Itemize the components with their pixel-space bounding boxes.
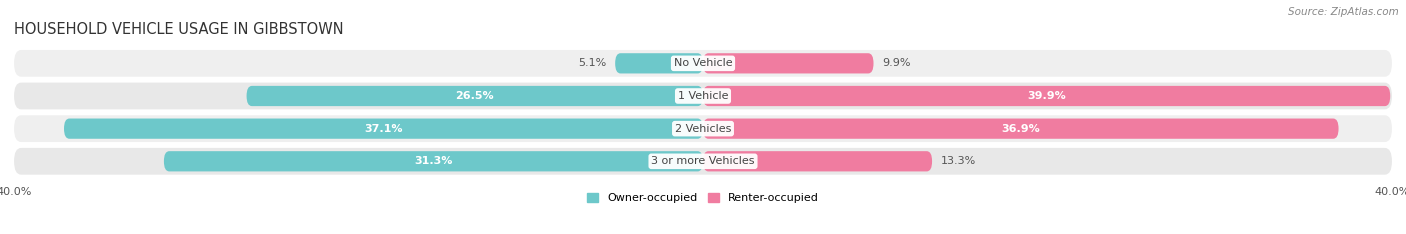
Text: 36.9%: 36.9% [1001, 124, 1040, 134]
FancyBboxPatch shape [14, 83, 1392, 109]
Text: 39.9%: 39.9% [1028, 91, 1066, 101]
Text: HOUSEHOLD VEHICLE USAGE IN GIBBSTOWN: HOUSEHOLD VEHICLE USAGE IN GIBBSTOWN [14, 22, 343, 37]
FancyBboxPatch shape [14, 148, 1392, 175]
Text: 3 or more Vehicles: 3 or more Vehicles [651, 156, 755, 166]
Text: 13.3%: 13.3% [941, 156, 976, 166]
Text: 9.9%: 9.9% [882, 58, 911, 68]
Text: 5.1%: 5.1% [578, 58, 606, 68]
Text: 37.1%: 37.1% [364, 124, 402, 134]
FancyBboxPatch shape [14, 50, 1392, 77]
FancyBboxPatch shape [703, 151, 932, 172]
FancyBboxPatch shape [165, 151, 703, 172]
FancyBboxPatch shape [703, 53, 873, 73]
Text: Source: ZipAtlas.com: Source: ZipAtlas.com [1288, 7, 1399, 17]
FancyBboxPatch shape [65, 119, 703, 139]
Text: No Vehicle: No Vehicle [673, 58, 733, 68]
FancyBboxPatch shape [616, 53, 703, 73]
Text: 26.5%: 26.5% [456, 91, 494, 101]
FancyBboxPatch shape [703, 119, 1339, 139]
FancyBboxPatch shape [703, 86, 1391, 106]
FancyBboxPatch shape [14, 115, 1392, 142]
Text: 1 Vehicle: 1 Vehicle [678, 91, 728, 101]
FancyBboxPatch shape [246, 86, 703, 106]
Legend: Owner-occupied, Renter-occupied: Owner-occupied, Renter-occupied [582, 189, 824, 208]
Text: 31.3%: 31.3% [415, 156, 453, 166]
Text: 2 Vehicles: 2 Vehicles [675, 124, 731, 134]
